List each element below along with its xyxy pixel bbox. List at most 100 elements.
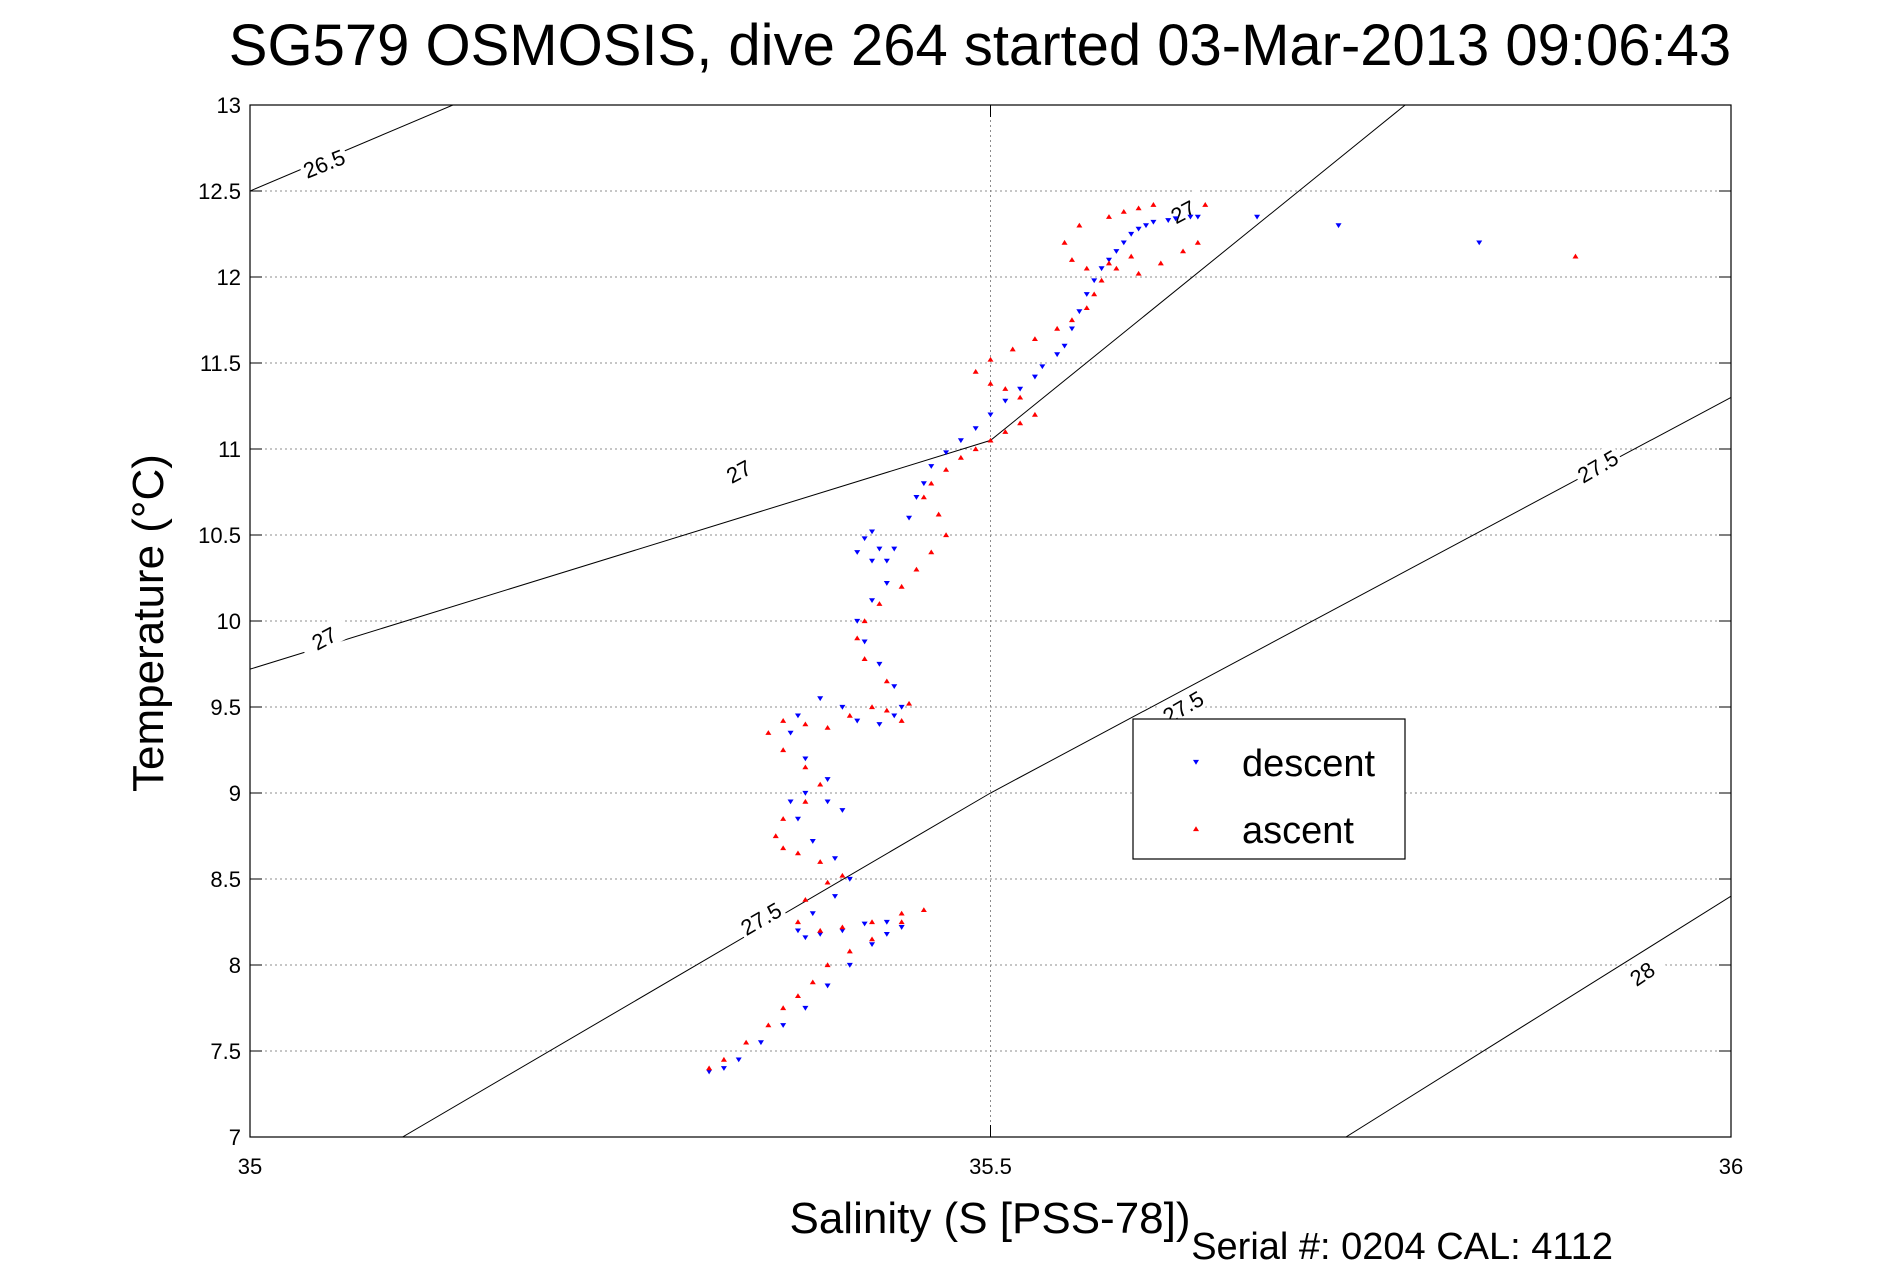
- descent-point: [1017, 386, 1024, 392]
- legend-label-ascent: ascent: [1242, 810, 1354, 852]
- descent-point: [1194, 214, 1201, 220]
- descent-point: [943, 450, 950, 456]
- descent-point: [839, 928, 846, 934]
- ascent-point: [817, 927, 824, 933]
- ascent-point: [765, 1022, 772, 1028]
- contour-label-bg: [711, 448, 766, 493]
- y-tick-label: 13: [217, 93, 241, 118]
- descent-point: [898, 704, 905, 710]
- ascent-point: [824, 879, 831, 885]
- descent-point: [987, 412, 994, 418]
- descent-point: [802, 1005, 809, 1011]
- descent-point: [891, 546, 898, 552]
- y-tick-label: 8.5: [210, 867, 241, 892]
- ascent-point: [1068, 317, 1075, 323]
- descent-point: [883, 558, 890, 564]
- descent-point: [824, 777, 831, 782]
- ascent-point: [1202, 202, 1209, 207]
- ascent-point: [780, 747, 787, 753]
- ascent-point: [817, 781, 824, 787]
- ascent-point: [720, 1056, 727, 1062]
- descent-point: [876, 722, 883, 727]
- y-tick-label: 12.5: [198, 179, 241, 204]
- descent-point: [869, 558, 876, 564]
- descent-point: [846, 876, 853, 882]
- ascent-point: [972, 368, 979, 374]
- descent-point: [1068, 326, 1075, 332]
- descent-point: [920, 481, 927, 487]
- ascent-point: [772, 833, 779, 839]
- ascent-point: [920, 907, 927, 913]
- descent-point: [928, 464, 935, 469]
- ascent-point: [1120, 208, 1127, 214]
- ascent-point: [1002, 429, 1009, 434]
- y-tick-label: 7: [229, 1125, 241, 1150]
- ascent-point: [920, 494, 927, 500]
- descent-point: [1254, 214, 1261, 220]
- descent-point: [1105, 257, 1112, 263]
- ascent-point: [780, 718, 787, 723]
- ascent-point: [1105, 260, 1112, 266]
- ascent-point: [898, 919, 905, 925]
- density-contour-line: [402, 396, 1731, 1137]
- descent-point: [876, 661, 883, 667]
- ascent-point: [1128, 253, 1135, 259]
- descent-point: [854, 718, 861, 724]
- descent-point: [1083, 292, 1090, 297]
- descent-point: [1135, 226, 1142, 232]
- descent-point: [1150, 219, 1157, 225]
- ascent-point: [943, 532, 950, 538]
- ascent-point: [1054, 325, 1061, 331]
- ascent-point: [869, 936, 876, 942]
- ascent-point: [1009, 346, 1016, 352]
- ascent-point: [987, 356, 994, 362]
- axes: 35 35.5 36 7 7.5 8 8.5 9 9.5 10 10.5 11 11.5 12 12.5 13: [198, 93, 1743, 1179]
- y-tick-label: 11.5: [200, 351, 241, 376]
- descent-point: [861, 639, 868, 645]
- contour-label-bg: [1155, 188, 1210, 233]
- descent-point: [861, 921, 868, 927]
- ascent-point: [817, 859, 824, 864]
- descent-point: [817, 696, 824, 702]
- descent-point: [1113, 249, 1120, 254]
- descent-point: [1172, 216, 1179, 222]
- ascent-point: [1083, 265, 1090, 271]
- descent-point: [1187, 214, 1194, 220]
- ascent-point: [1076, 222, 1083, 228]
- ascent-point: [1150, 202, 1157, 207]
- ascent-point: [765, 730, 772, 735]
- ascent-point: [780, 816, 787, 821]
- descent-point: [1120, 240, 1127, 246]
- series-descent: [706, 214, 1483, 1075]
- descent-point: [869, 529, 876, 535]
- ascent-point: [1091, 291, 1098, 297]
- ascent-point: [913, 566, 920, 572]
- ascent-point: [1061, 239, 1068, 245]
- ascent-point: [1083, 305, 1090, 311]
- x-tick-label: 36: [1719, 1154, 1743, 1179]
- ascent-point: [987, 437, 994, 443]
- y-axis-label: Temperature (°C): [124, 454, 173, 792]
- legend-marker-descent: [1193, 759, 1199, 765]
- descent-point: [706, 1069, 713, 1075]
- contour-label-bg: [733, 895, 788, 941]
- x-tick-label: 35: [238, 1154, 262, 1179]
- descent-point: [831, 894, 838, 899]
- ascent-point: [846, 712, 853, 718]
- ascent-point: [898, 718, 905, 723]
- descent-point: [869, 598, 876, 604]
- ascent-point: [869, 919, 876, 925]
- ascent-point: [802, 896, 809, 902]
- descent-point: [1002, 398, 1009, 404]
- descent-point: [1039, 364, 1046, 370]
- descent-point: [854, 618, 861, 624]
- ascent-point: [824, 724, 831, 730]
- y-tick-label: 9: [229, 781, 241, 806]
- ascent-point: [898, 583, 905, 589]
- ascent-point: [706, 1065, 713, 1071]
- serial-cal-footer: Serial #: 0204 CAL: 4112: [1191, 1226, 1613, 1262]
- contour-label-bg: [296, 142, 351, 183]
- ascent-point: [780, 845, 787, 851]
- ascent-point: [1135, 270, 1142, 276]
- ascent-point: [802, 764, 809, 770]
